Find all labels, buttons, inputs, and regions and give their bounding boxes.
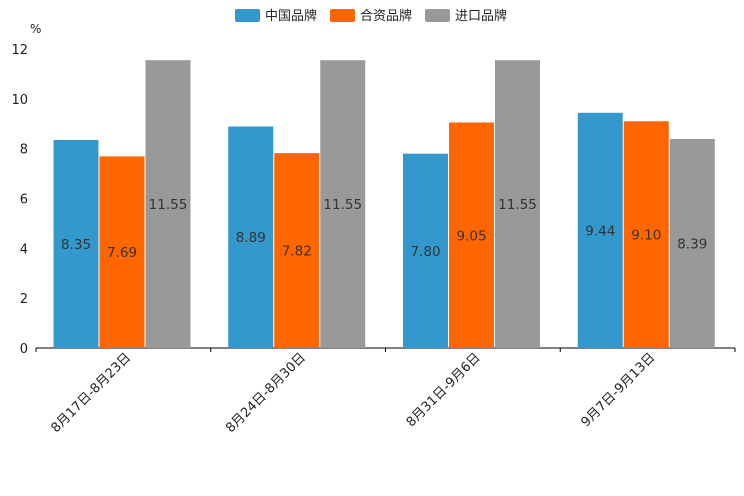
value-label-s3-c1: 11.55	[149, 197, 188, 213]
bar-s1-c4[interactable]	[577, 112, 623, 348]
bar-s3-c4[interactable]	[669, 138, 715, 348]
value-label-s3-c3: 11.55	[498, 197, 537, 213]
value-label-s1-c1: 8.35	[61, 237, 91, 253]
bar-s3-c3[interactable]	[495, 60, 540, 349]
legend-swatch-1[interactable]	[235, 9, 260, 22]
legend-swatch-3[interactable]	[425, 9, 450, 22]
value-label-s2-c2: 7.82	[282, 244, 312, 260]
x-tick-label-1: 8月17日-8月23日	[48, 350, 134, 436]
value-label-s1-c4: 9.44	[585, 223, 615, 239]
y-unit-label: %	[30, 22, 41, 36]
value-label-s1-c2: 8.89	[236, 230, 266, 246]
legend-label-3[interactable]: 进口品牌	[455, 8, 507, 24]
y-tick-label-8: 8	[20, 143, 28, 158]
legend-swatch-2[interactable]	[330, 9, 355, 22]
legend-label-2[interactable]: 合资品牌	[360, 8, 412, 24]
x-axis: 8月17日-8月23日 8月24日-8月30日 8月31日-9月6日 9月7日-9月1…	[35, 348, 736, 436]
x-tick-label-3: 8月31日-9月6日	[404, 350, 484, 430]
bar-s1-c1[interactable]	[53, 139, 99, 348]
value-label-s2-c4: 9.10	[631, 228, 661, 244]
bar-s2-c4[interactable]	[623, 121, 669, 348]
value-label-s2-c3: 9.05	[456, 228, 486, 244]
bar-s3-c2[interactable]	[320, 60, 366, 349]
value-label-s2-c1: 7.69	[107, 245, 137, 261]
bar-s3-c1[interactable]	[145, 60, 191, 349]
legend: 中国品牌 合资品牌 进口品牌	[235, 8, 507, 24]
value-label-s3-c4: 8.39	[677, 236, 707, 252]
bar-s2-c3[interactable]	[449, 122, 494, 348]
value-label-s3-c2: 11.55	[323, 197, 362, 213]
y-tick-label-0: 0	[20, 342, 28, 357]
bar-s2-c1[interactable]	[99, 156, 145, 348]
y-tick-label-2: 2	[20, 292, 28, 307]
value-label-s1-c3: 7.80	[410, 244, 440, 260]
bars	[53, 60, 715, 349]
bar-s2-c2[interactable]	[274, 153, 320, 348]
value-labels: 8.35 7.69 11.55 8.89 7.82 11.55 7.80 9.05 11.55 9…	[61, 197, 707, 261]
x-tick-label-4: 9月7日-9月13日	[579, 350, 659, 430]
y-tick-label-6: 6	[20, 193, 28, 208]
bar-s1-c2[interactable]	[228, 126, 274, 348]
x-tick-label-2: 8月24日-8月30日	[223, 350, 309, 436]
y-tick-label-10: 10	[11, 93, 28, 108]
y-tick-label-12: 12	[11, 43, 28, 58]
bar-s1-c3[interactable]	[403, 153, 448, 348]
legend-label-1[interactable]: 中国品牌	[265, 8, 317, 24]
y-tick-label-4: 4	[20, 242, 28, 257]
